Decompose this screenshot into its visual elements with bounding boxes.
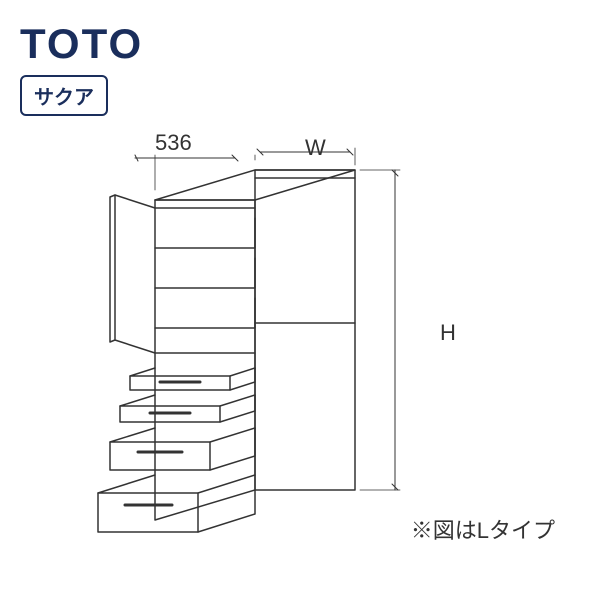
brand-logo: TOTO (20, 20, 143, 68)
dimension-height-label: H (440, 320, 456, 346)
dimension-width-label: W (305, 135, 326, 161)
cabinet-isometric-svg (60, 120, 540, 560)
diagram-note: ※図はLタイプ (411, 513, 555, 545)
series-badge: サクア (20, 75, 108, 116)
product-diagram: 536 W H (60, 120, 540, 560)
dimension-depth-label: 536 (155, 130, 192, 156)
